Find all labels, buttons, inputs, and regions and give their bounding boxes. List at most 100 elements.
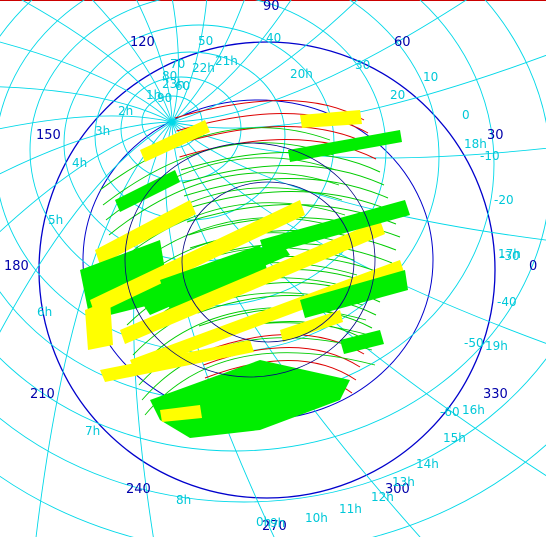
ra-label: 19h bbox=[485, 339, 508, 353]
azimuth-label: 210 bbox=[30, 387, 55, 402]
scan-track bbox=[102, 142, 334, 206]
ra-meridian bbox=[91, 0, 173, 123]
scan-track bbox=[108, 172, 340, 236]
ra-label: 16h bbox=[462, 403, 485, 417]
ra-meridian bbox=[171, 121, 546, 477]
ra-label: 14h bbox=[416, 457, 439, 471]
coverage-strips bbox=[80, 110, 410, 438]
ra-label: 20h bbox=[290, 67, 313, 81]
coverage-strip bbox=[160, 245, 270, 310]
coverage-strip bbox=[150, 360, 350, 438]
scan-track bbox=[144, 352, 376, 416]
scan-track bbox=[177, 126, 373, 147]
coverage-strip bbox=[85, 300, 113, 350]
dec-label: 10 bbox=[423, 70, 438, 84]
inner-circles bbox=[124, 142, 376, 378]
dec-label: -60 bbox=[440, 405, 460, 419]
ra-meridian bbox=[0, 121, 173, 175]
azimuth-label: 90 bbox=[263, 0, 280, 14]
ra-meridian bbox=[20, 0, 173, 123]
scan-track bbox=[99, 127, 331, 191]
dec-circle bbox=[0, 357, 546, 503]
ra-meridian bbox=[0, 121, 173, 233]
ra-meridian bbox=[0, 86, 173, 123]
ra-meridian bbox=[171, 0, 245, 123]
ra-label: 13h bbox=[392, 475, 415, 489]
ra-meridian bbox=[0, 121, 173, 333]
dec-label: -10 bbox=[480, 149, 500, 163]
horizon-circle bbox=[38, 41, 496, 499]
ra-label: 10h bbox=[305, 511, 328, 525]
dec-label: 70 bbox=[170, 57, 185, 71]
ra-label: 0h bbox=[256, 515, 271, 529]
ra-label: 9h bbox=[270, 516, 285, 530]
coverage-strip bbox=[115, 170, 180, 212]
coverage-strip bbox=[300, 270, 408, 318]
inner-circle bbox=[181, 181, 355, 343]
scan-track bbox=[183, 178, 389, 199]
ra-meridian bbox=[0, 41, 173, 123]
ra-label: 11h bbox=[339, 502, 362, 516]
coverage-strip bbox=[260, 200, 410, 255]
azimuth-label: 270 bbox=[262, 519, 287, 534]
ra-meridian bbox=[171, 121, 546, 159]
dec-label: 40 bbox=[266, 31, 281, 45]
top-rule bbox=[0, 0, 546, 1]
azimuth-label: 0 bbox=[529, 259, 537, 274]
dec-label: 30 bbox=[355, 58, 370, 72]
dec-label: -40 bbox=[497, 295, 517, 309]
ra-label: 18h bbox=[464, 137, 487, 151]
coverage-strip bbox=[95, 200, 196, 265]
ra-label: 8h bbox=[176, 493, 191, 507]
coverage-strip bbox=[300, 110, 362, 128]
azimuth-label: 150 bbox=[36, 128, 61, 143]
coverage-strip bbox=[160, 405, 202, 422]
coverage-strip bbox=[130, 260, 404, 372]
ra-label: 15h bbox=[443, 431, 466, 445]
dec-circle bbox=[94, 51, 286, 221]
coverage-strip bbox=[140, 120, 210, 162]
ra-meridian bbox=[171, 54, 546, 129]
ra-label: 4h bbox=[72, 156, 87, 170]
dec-label: 50 bbox=[198, 34, 213, 48]
scan-track bbox=[185, 191, 393, 212]
ra-label: 17h bbox=[498, 247, 521, 261]
ra-meridian bbox=[171, 0, 179, 123]
scan-track bbox=[135, 307, 367, 371]
ra-label: 3h bbox=[95, 124, 110, 138]
coverage-strip bbox=[120, 220, 385, 344]
coverage-strip bbox=[280, 310, 343, 342]
azimuth-label: 30 bbox=[487, 128, 504, 143]
scan-track bbox=[114, 202, 346, 266]
azimuth-label: 330 bbox=[483, 387, 508, 402]
inner-circle bbox=[124, 142, 376, 378]
ra-label: 7h bbox=[85, 424, 100, 438]
ra-label: 22h bbox=[192, 61, 215, 75]
ra-label: 5h bbox=[48, 213, 63, 227]
dec-circle bbox=[0, 0, 546, 452]
dec-label: 20 bbox=[390, 88, 405, 102]
ra-label: 6h bbox=[37, 305, 52, 319]
azimuth-label: 120 bbox=[130, 35, 155, 50]
dec-label: -50 bbox=[464, 336, 484, 350]
azimuth-label: 180 bbox=[4, 259, 29, 274]
scan-track bbox=[182, 165, 385, 186]
ra-meridian bbox=[171, 0, 292, 123]
azimuth-label: 60 bbox=[394, 35, 411, 50]
dec-label: 90 bbox=[157, 91, 172, 105]
scan-track bbox=[197, 295, 377, 316]
ra-label: 21h bbox=[215, 54, 238, 68]
ra-meridian bbox=[0, 115, 173, 130]
ra-meridian bbox=[136, 0, 173, 123]
coverage-strip bbox=[90, 200, 305, 315]
ra-meridian bbox=[171, 0, 358, 123]
ra-meridian bbox=[35, 121, 173, 537]
dec-label: 0 bbox=[462, 108, 470, 122]
ra-meridian bbox=[171, 0, 208, 123]
scan-track bbox=[204, 360, 357, 381]
ra-meridian bbox=[171, 0, 467, 123]
